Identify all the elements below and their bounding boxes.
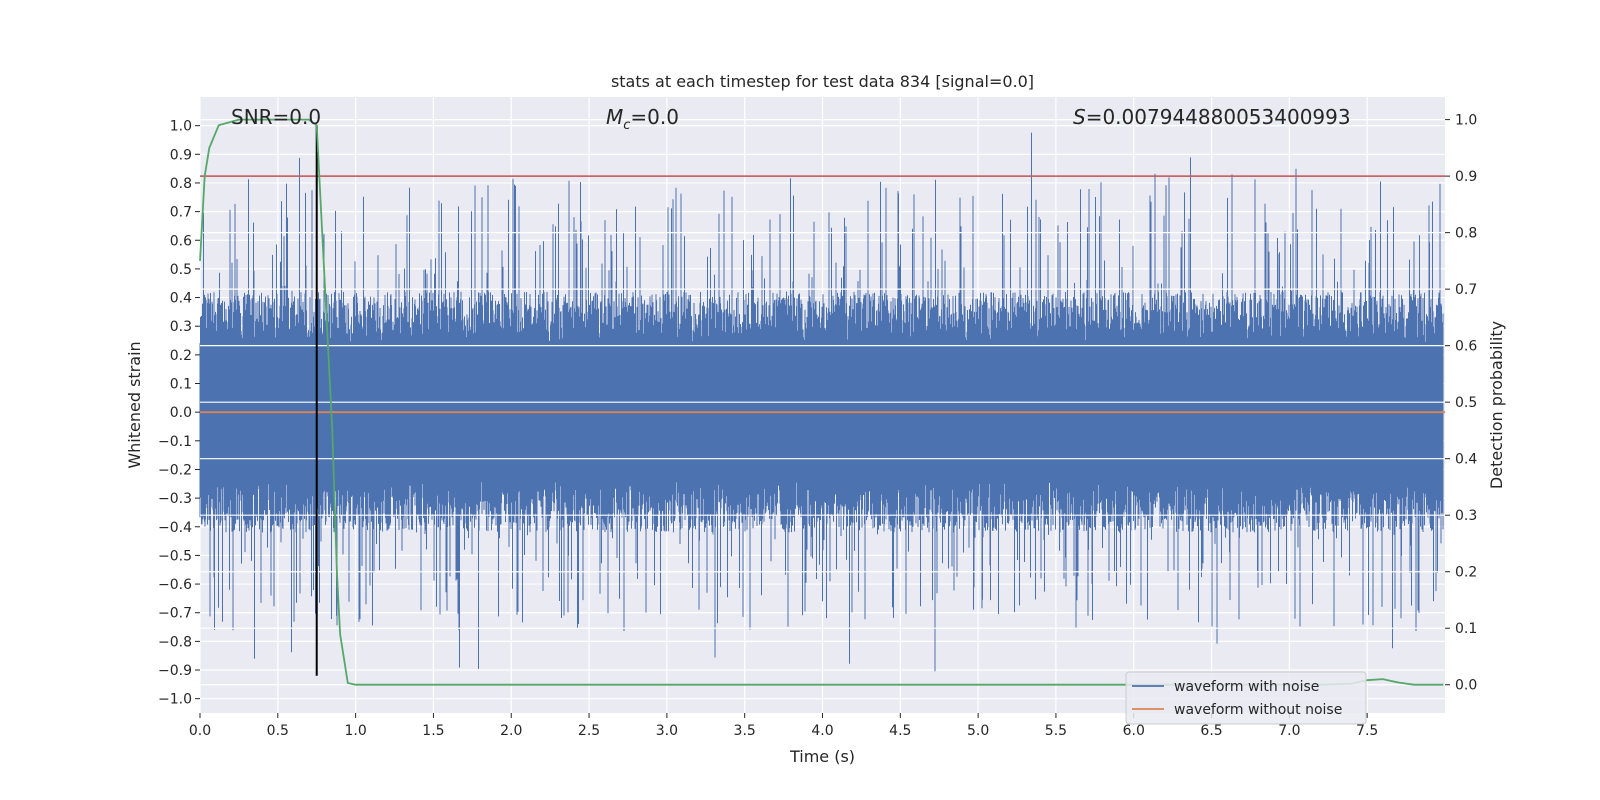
y-tick-label: 0.9 xyxy=(170,147,192,163)
x-tick-label: 7.5 xyxy=(1356,723,1378,739)
x-tick-label: 3.5 xyxy=(734,723,756,739)
snr-annotation: SNR=0.0 xyxy=(231,105,321,129)
y2-tick-label: 0.9 xyxy=(1455,169,1477,185)
x-tick-label: 4.5 xyxy=(889,723,911,739)
y-tick-label: −0.3 xyxy=(158,491,192,507)
x-axis-label: Time (s) xyxy=(789,747,855,766)
y2-tick-label: 1.0 xyxy=(1455,113,1477,129)
x-tick-label: 5.5 xyxy=(1045,723,1067,739)
y2-tick-label: 0.5 xyxy=(1455,395,1477,411)
y-tick-label: 0.7 xyxy=(170,205,192,221)
y-tick-label: −0.1 xyxy=(158,434,192,450)
x-tick-label: 2.5 xyxy=(578,723,600,739)
chirp-mass-subscript: c xyxy=(623,118,630,133)
y-tick-label: 1.0 xyxy=(170,119,192,135)
y-tick-label: 0.1 xyxy=(170,377,192,393)
score-value: =0.007944880053400993 xyxy=(1086,105,1351,129)
y-tick-label: −0.8 xyxy=(158,634,192,650)
right-y-axis: 1.0 0.9 0.8 0.7 0.6 0.5 0.4 0.3 0.2 0.1 0.0 xyxy=(1445,113,1477,694)
x-tick-label: 6.5 xyxy=(1200,723,1222,739)
x-tick-label: 4.0 xyxy=(811,723,833,739)
legend: waveform with noise waveform without noi… xyxy=(1125,671,1367,725)
x-tick-label: 6.0 xyxy=(1123,723,1145,739)
y2-tick-label: 0.3 xyxy=(1455,508,1477,524)
legend-box xyxy=(1125,671,1367,725)
x-tick-label: 3.0 xyxy=(656,723,678,739)
score-annotation: S=0.007944880053400993 xyxy=(1073,105,1351,129)
y-axis-label: Whitened strain xyxy=(125,341,144,468)
x-tick-label: 0.5 xyxy=(267,723,289,739)
y2-axis-label: Detection probability xyxy=(1487,321,1506,489)
y-tick-label: −0.9 xyxy=(158,663,192,679)
chirp-mass-symbol: M xyxy=(606,105,623,129)
chart-title: stats at each timestep for test data 834… xyxy=(611,72,1034,91)
legend-label-waveform-without-noise: waveform without noise xyxy=(1174,702,1342,718)
left-y-axis: 1.0 0.9 0.8 0.7 0.6 0.5 0.4 0.3 0.2 0.1 0.0 −0.1 −0.… xyxy=(158,119,200,708)
x-tick-label: 7.0 xyxy=(1278,723,1300,739)
y-tick-label: 0.6 xyxy=(170,233,192,249)
y-tick-label: −0.4 xyxy=(158,520,192,536)
y-tick-label: 0.8 xyxy=(170,176,192,192)
y2-tick-label: 0.7 xyxy=(1455,282,1477,298)
y-tick-label: 0.2 xyxy=(170,348,192,364)
y-tick-label: 0.0 xyxy=(170,405,192,421)
x-tick-label: 1.5 xyxy=(422,723,444,739)
x-axis: 0.0 0.5 1.0 1.5 2.0 2.5 3.0 3.5 4.0 4.5 5.0 5.5 6.0 6… xyxy=(189,713,1378,739)
y-tick-label: 0.3 xyxy=(170,319,192,335)
y-tick-label: 0.4 xyxy=(170,291,192,307)
y2-tick-label: 0.6 xyxy=(1455,339,1477,355)
y2-tick-label: 0.2 xyxy=(1455,565,1477,581)
y2-tick-label: 0.8 xyxy=(1455,226,1477,242)
chirp-mass-annotation: Mc=0.0 xyxy=(606,105,679,133)
score-symbol: S xyxy=(1073,105,1086,129)
x-tick-label: 2.0 xyxy=(500,723,522,739)
y2-tick-label: 0.4 xyxy=(1455,452,1477,468)
y-tick-label: 0.5 xyxy=(170,262,192,278)
y-tick-label: −0.5 xyxy=(158,548,192,564)
chirp-mass-value: =0.0 xyxy=(630,105,679,129)
y-tick-label: −1.0 xyxy=(158,692,192,708)
y2-tick-label: 0.1 xyxy=(1455,621,1477,637)
legend-label-waveform-with-noise: waveform with noise xyxy=(1174,679,1319,695)
x-tick-label: 0.0 xyxy=(189,723,211,739)
x-tick-label: 5.0 xyxy=(967,723,989,739)
y-tick-label: −0.2 xyxy=(158,462,192,478)
y2-tick-label: 0.0 xyxy=(1455,678,1477,694)
x-tick-label: 1.0 xyxy=(344,723,366,739)
y-tick-label: −0.6 xyxy=(158,577,192,593)
y-tick-label: −0.7 xyxy=(158,606,192,622)
